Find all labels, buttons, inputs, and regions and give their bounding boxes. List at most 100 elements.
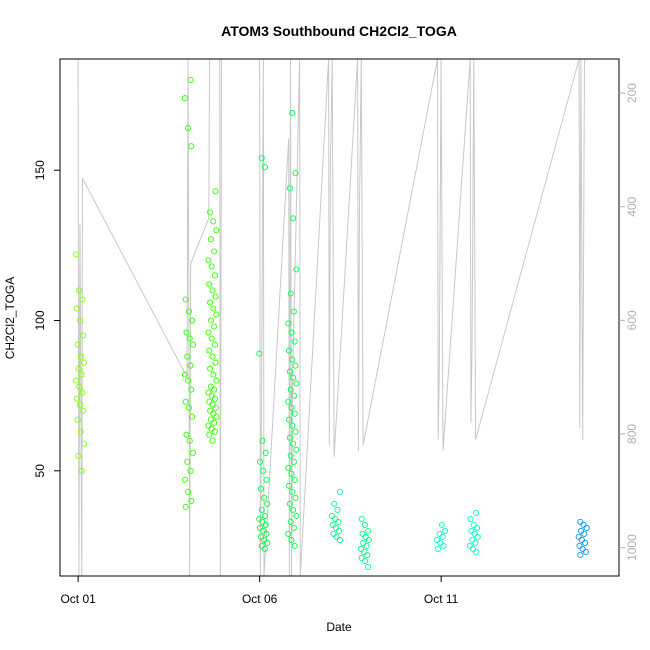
data-point <box>289 110 296 117</box>
data-point <box>290 374 297 381</box>
data-point <box>437 539 444 546</box>
data-point <box>363 542 370 549</box>
data-point <box>73 395 80 402</box>
data-point <box>207 407 214 414</box>
data-point <box>183 431 190 438</box>
data-point <box>257 458 264 465</box>
data-point <box>186 437 193 444</box>
data-point <box>262 449 269 456</box>
data-point <box>580 521 587 528</box>
data-point <box>336 527 343 534</box>
data-point <box>263 530 270 537</box>
data-point <box>79 296 86 303</box>
data-point <box>211 248 218 255</box>
data-point <box>290 524 297 531</box>
data-point <box>288 329 295 336</box>
data-point <box>79 389 86 396</box>
data-point <box>205 422 212 429</box>
right-tick-label: 200 <box>625 83 639 103</box>
data-point <box>206 398 213 405</box>
data-point <box>289 356 296 363</box>
data-point <box>290 440 297 447</box>
data-point <box>329 521 336 528</box>
data-point <box>206 281 213 288</box>
data-point <box>286 416 293 423</box>
data-point <box>184 458 191 465</box>
data-point <box>189 341 196 348</box>
altitude-line <box>77 58 585 577</box>
data-point <box>262 521 269 528</box>
data-point <box>293 380 300 387</box>
data-point <box>289 422 296 429</box>
y-axis-label: CH2Cl2_TOGA <box>3 277 17 359</box>
data-point <box>358 515 365 522</box>
data-point <box>210 218 217 225</box>
x-tick-label: Oct 01 <box>60 592 96 606</box>
data-point <box>469 545 477 552</box>
x-axis-label: Date <box>326 620 352 634</box>
data-point <box>80 332 87 339</box>
data-point <box>211 272 218 279</box>
data-point <box>361 521 368 528</box>
data-point <box>285 320 292 327</box>
data-point <box>77 428 84 435</box>
data-point <box>187 362 194 369</box>
data-point <box>259 518 266 525</box>
data-point <box>469 536 476 543</box>
data-point <box>293 512 300 519</box>
data-point <box>434 545 441 552</box>
data-point <box>188 143 195 150</box>
data-point <box>287 452 294 459</box>
data-point <box>291 338 298 345</box>
data-point <box>207 236 214 243</box>
data-point <box>212 404 219 411</box>
data-point <box>185 404 192 411</box>
data-point <box>189 413 196 420</box>
data-point <box>261 512 268 519</box>
data-point <box>207 383 214 390</box>
data-point <box>189 317 196 324</box>
data-point <box>582 539 589 546</box>
data-point <box>182 503 189 510</box>
data-point <box>286 368 293 375</box>
data-point <box>362 533 369 540</box>
data-point <box>293 446 300 453</box>
data-point <box>336 536 343 543</box>
data-point <box>579 545 586 552</box>
data-point <box>468 527 475 534</box>
data-point <box>577 518 584 525</box>
data-point <box>213 227 220 234</box>
data-point <box>258 506 265 513</box>
data-point <box>75 365 82 372</box>
data-point <box>208 425 215 432</box>
y-axis: 50 100 150 <box>33 160 60 477</box>
data-point <box>261 545 268 552</box>
data-point <box>80 407 87 414</box>
data-points <box>72 76 590 571</box>
data-point <box>183 329 190 336</box>
data-point <box>213 311 220 318</box>
data-point <box>187 76 194 84</box>
data-point <box>287 386 294 393</box>
data-point <box>291 410 298 417</box>
data-point <box>332 515 339 522</box>
data-point <box>76 317 84 324</box>
data-point <box>440 542 447 549</box>
data-point <box>575 533 582 540</box>
data-point <box>473 548 480 556</box>
data-point <box>290 308 297 315</box>
data-point <box>286 347 293 354</box>
data-point <box>257 524 264 531</box>
data-point <box>210 371 217 378</box>
data-point <box>336 488 343 495</box>
data-point <box>210 305 217 312</box>
data-point <box>439 533 446 540</box>
data-point <box>206 431 213 438</box>
data-point <box>467 515 474 522</box>
data-point <box>76 287 83 294</box>
data-point <box>582 548 589 556</box>
data-point <box>359 530 366 537</box>
data-point <box>260 467 267 474</box>
data-point <box>211 341 218 348</box>
data-point <box>287 290 294 297</box>
